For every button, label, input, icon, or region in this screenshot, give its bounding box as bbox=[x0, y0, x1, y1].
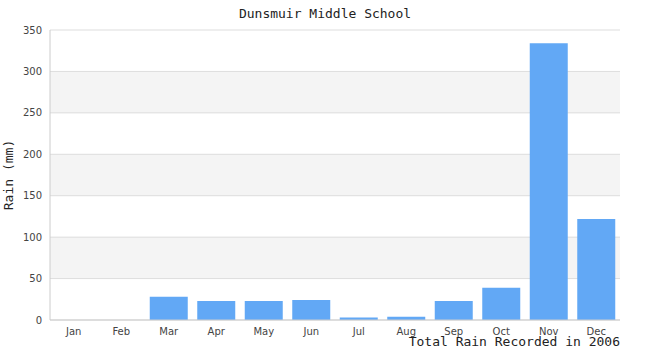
svg-text:250: 250 bbox=[23, 107, 42, 118]
svg-text:50: 50 bbox=[29, 273, 42, 284]
svg-text:200: 200 bbox=[23, 149, 42, 160]
svg-text:Jan: Jan bbox=[65, 326, 81, 337]
svg-text:Feb: Feb bbox=[112, 326, 130, 337]
svg-text:Jul: Jul bbox=[352, 326, 365, 337]
svg-text:May: May bbox=[253, 326, 274, 337]
svg-text:0: 0 bbox=[36, 315, 42, 326]
svg-text:Apr: Apr bbox=[208, 326, 226, 337]
svg-text:Mar: Mar bbox=[159, 326, 179, 337]
svg-text:350: 350 bbox=[23, 25, 42, 36]
svg-text:300: 300 bbox=[23, 66, 42, 77]
svg-text:Rain (mm): Rain (mm) bbox=[8, 140, 16, 210]
svg-text:100: 100 bbox=[23, 232, 42, 243]
svg-text:150: 150 bbox=[23, 190, 42, 201]
svg-text:Jun: Jun bbox=[302, 326, 319, 337]
